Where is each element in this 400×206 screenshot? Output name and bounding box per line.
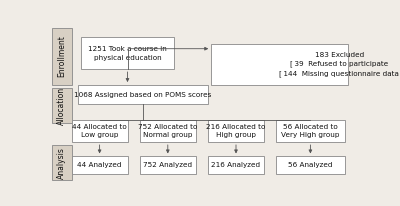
Text: 216 Allocated to
High group: 216 Allocated to High group [206, 124, 266, 138]
FancyBboxPatch shape [276, 156, 344, 174]
Text: 752 Analyzed: 752 Analyzed [143, 162, 192, 168]
Text: 752 Allocated to
Normal group: 752 Allocated to Normal group [138, 124, 198, 138]
FancyBboxPatch shape [140, 156, 196, 174]
FancyBboxPatch shape [140, 120, 196, 142]
Text: 44 Analyzed: 44 Analyzed [77, 162, 122, 168]
FancyBboxPatch shape [208, 156, 264, 174]
FancyBboxPatch shape [52, 28, 72, 85]
Text: 1251 Took a course in
physical education: 1251 Took a course in physical education [88, 46, 167, 61]
Text: 183 Excluded
[ 39  Refused to participate
[ 144  Missing questionnaire data: 183 Excluded [ 39 Refused to participate… [279, 52, 399, 77]
Text: 56 Allocated to
Very High group: 56 Allocated to Very High group [281, 124, 340, 138]
Text: Allocation: Allocation [57, 87, 66, 125]
Text: 216 Analyzed: 216 Analyzed [212, 162, 260, 168]
Text: 44 Allocated to
Low group: 44 Allocated to Low group [72, 124, 127, 138]
FancyBboxPatch shape [81, 37, 174, 69]
Text: Enrollment: Enrollment [57, 35, 66, 77]
FancyBboxPatch shape [72, 120, 128, 142]
FancyBboxPatch shape [72, 156, 128, 174]
FancyBboxPatch shape [276, 120, 344, 142]
FancyBboxPatch shape [78, 85, 208, 104]
FancyBboxPatch shape [208, 120, 264, 142]
Text: 1068 Assigned based on POMS scores: 1068 Assigned based on POMS scores [74, 91, 212, 97]
Text: Analysis: Analysis [57, 147, 66, 179]
FancyBboxPatch shape [52, 88, 72, 123]
FancyBboxPatch shape [52, 145, 72, 180]
Text: 56 Analyzed: 56 Analyzed [288, 162, 333, 168]
FancyBboxPatch shape [211, 44, 348, 85]
